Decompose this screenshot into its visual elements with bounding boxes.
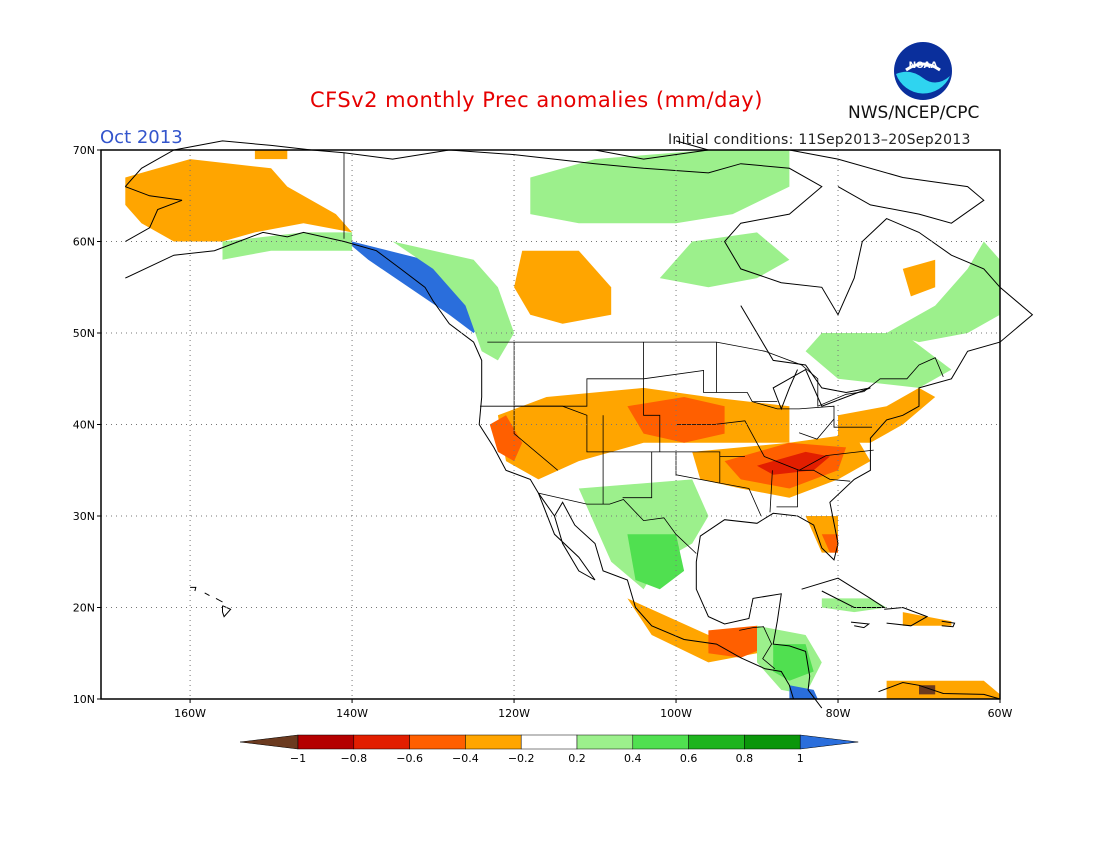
anomaly-patch — [789, 685, 818, 699]
coastline — [789, 149, 985, 224]
anomaly-patch — [659, 232, 790, 288]
legend-swatch — [465, 734, 522, 750]
coastline — [941, 620, 956, 628]
border-line — [798, 418, 835, 440]
coastline — [222, 605, 232, 618]
agency-label: NWS/NCEP/CPC — [848, 103, 980, 123]
lat-label: 30N — [73, 510, 95, 523]
anomaly-patch — [886, 241, 1000, 343]
anomaly-patch — [627, 397, 725, 443]
coastline — [215, 597, 223, 603]
legend-label: 0.2 — [568, 752, 586, 765]
coastline — [124, 140, 1034, 709]
lon-label: 140W — [336, 707, 368, 720]
anomaly-patch — [489, 415, 523, 462]
legend-label: 1 — [797, 752, 804, 765]
border-line — [799, 469, 851, 482]
color-legend: −1 −0.8 −0.6 −0.4 −0.2 0.2 0.4 0.6 0.8 1 — [239, 734, 859, 765]
coastline — [190, 586, 197, 592]
lat-label: 20N — [73, 602, 95, 615]
anomaly-patch — [514, 250, 612, 324]
anomaly-patch — [902, 259, 936, 297]
border-line — [675, 451, 720, 484]
anomaly-patch — [821, 534, 838, 553]
legend-swatch — [353, 734, 410, 750]
anomaly-patch — [821, 598, 887, 613]
legend-swatch — [409, 734, 466, 750]
lon-label: 160W — [174, 707, 206, 720]
legend-swatch — [297, 734, 355, 750]
anomaly-patch — [886, 680, 1000, 699]
legend-label: −0.8 — [340, 752, 367, 765]
border-line — [776, 470, 798, 508]
border-line — [752, 401, 872, 428]
anomaly-patch — [125, 159, 353, 242]
noaa-logo-icon: NOAA — [894, 42, 952, 100]
anomaly-patch — [392, 241, 515, 361]
lat-label: 70N — [73, 144, 95, 157]
border-line — [676, 420, 874, 471]
legend-label: −0.4 — [452, 752, 479, 765]
lon-label: 120W — [498, 707, 530, 720]
coastline — [878, 681, 1001, 700]
forecast-month: Oct 2013 — [100, 127, 183, 148]
legend-swatch — [632, 734, 689, 750]
legend-label: −0.6 — [396, 752, 423, 765]
coastline — [537, 492, 596, 581]
border-line — [538, 492, 697, 554]
anomaly-patch — [627, 534, 685, 590]
anomaly-patch — [773, 644, 814, 681]
anomaly-shading — [125, 150, 1000, 699]
coastline — [125, 231, 794, 700]
coastlines — [124, 140, 1034, 709]
noaa-logo-text: NOAA — [909, 61, 938, 71]
anomaly-patch — [222, 232, 353, 260]
lat-label: 60N — [73, 236, 95, 249]
lat-label: 40N — [73, 419, 95, 432]
coastline — [125, 186, 183, 242]
coastline — [594, 140, 709, 160]
initial-conditions: Initial conditions: 11Sep2013–20Sep2013 — [668, 132, 971, 148]
legend-swatch — [239, 734, 299, 750]
lon-label: 100W — [660, 707, 692, 720]
legend-swatch — [744, 734, 801, 750]
lat-label: 10N — [73, 693, 95, 706]
coastline — [850, 621, 871, 629]
border-line — [480, 370, 778, 407]
anomaly-patch — [757, 451, 830, 475]
legend-label: 0.8 — [736, 752, 754, 765]
legend-label: 0.4 — [624, 752, 642, 765]
anomaly-patch — [838, 387, 936, 443]
anomaly-patch — [919, 685, 936, 695]
legend-label: −0.2 — [508, 752, 535, 765]
coastline — [801, 577, 886, 608]
legend-swatch — [576, 734, 634, 750]
legend-swatch — [520, 734, 578, 750]
border-line — [739, 626, 776, 670]
axis-labels: 70N 60N 50N 40N 30N 20N 10N 160W 140W 120W 100W 80W… — [73, 144, 1013, 720]
coastline — [204, 592, 210, 597]
legend-swatch — [688, 734, 745, 750]
lat-label: 50N — [73, 327, 95, 340]
border-line — [622, 451, 653, 499]
border-line — [487, 341, 944, 407]
lon-label: 80W — [826, 707, 851, 720]
anomaly-patch — [805, 333, 952, 388]
anomaly-patch — [352, 241, 482, 333]
legend-label: 0.6 — [680, 752, 698, 765]
lon-label: 60W — [988, 707, 1013, 720]
border-line — [769, 470, 773, 513]
legend-swatch — [799, 734, 859, 750]
anomaly-patch — [902, 612, 952, 626]
legend-label: −1 — [290, 752, 306, 765]
anomaly-patch — [254, 150, 288, 160]
chart-title: CFSv2 monthly Prec anomalies (mm/day) — [310, 88, 763, 112]
coastline — [884, 606, 929, 627]
